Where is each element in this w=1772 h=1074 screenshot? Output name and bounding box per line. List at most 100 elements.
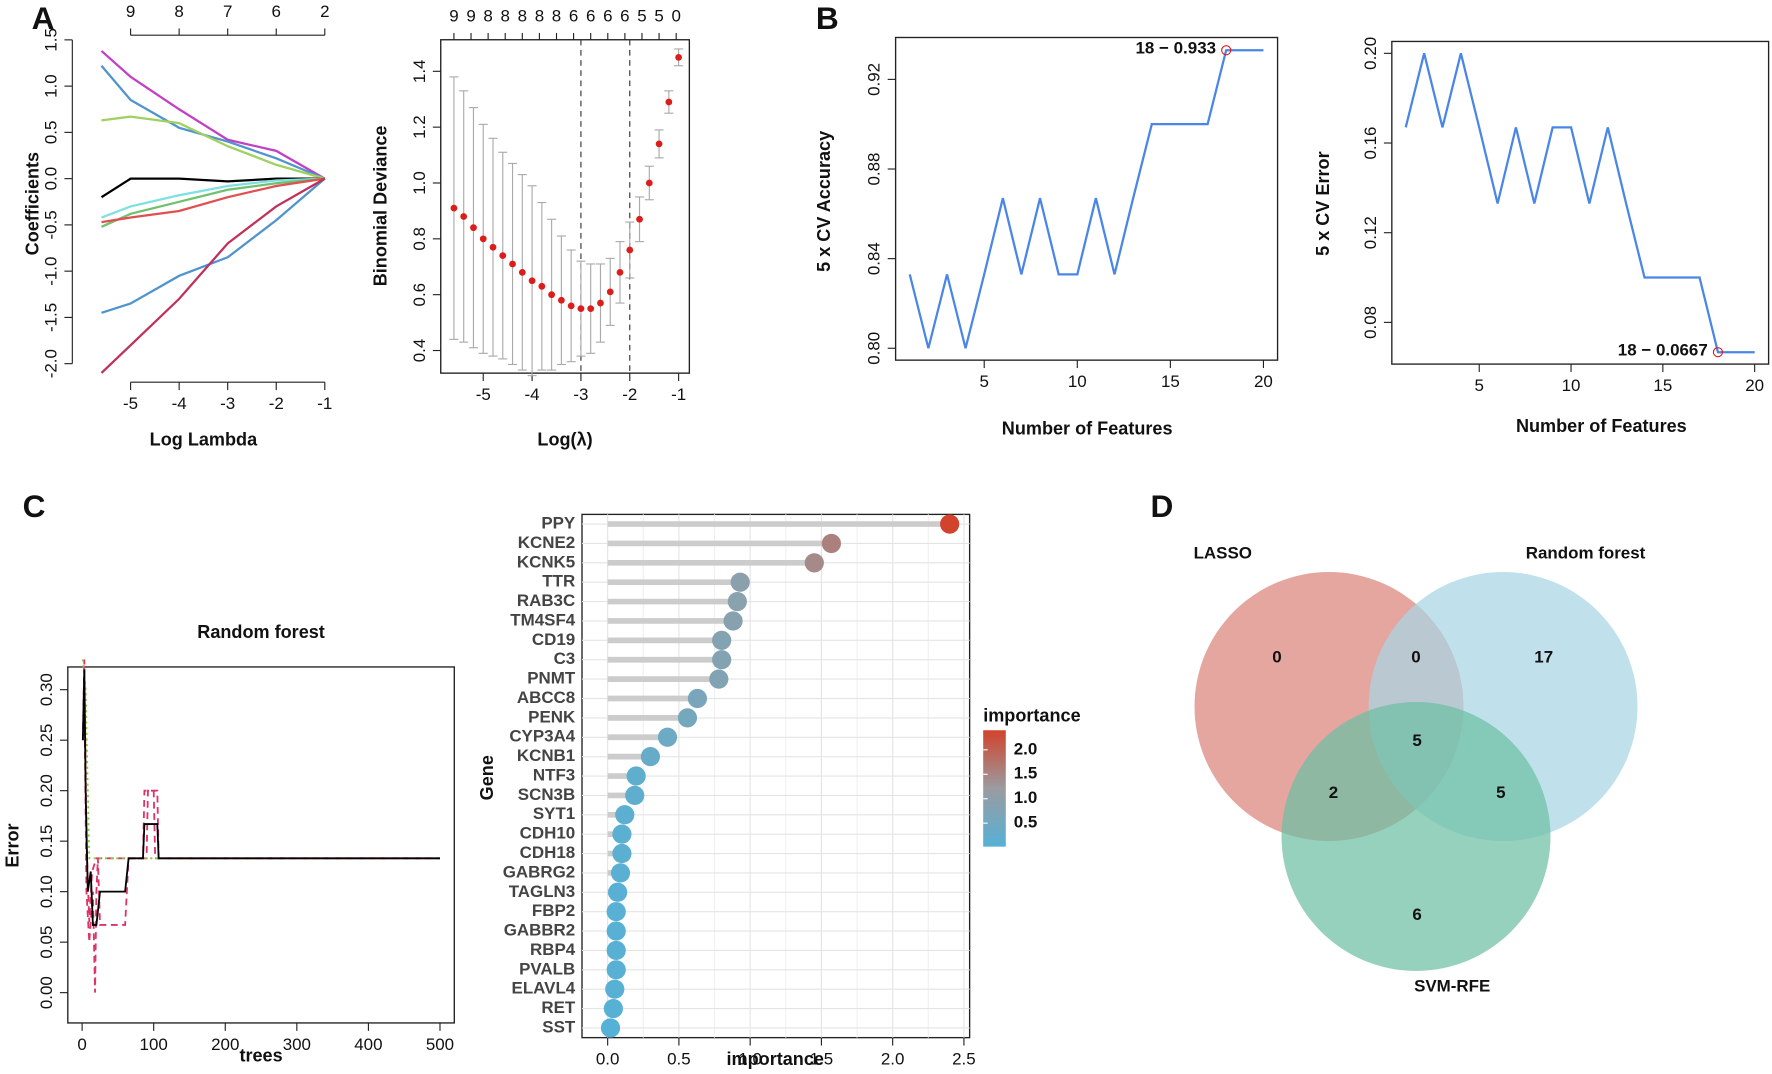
x-tick-label: 100 bbox=[140, 1035, 168, 1054]
point bbox=[557, 296, 565, 304]
x-tick-label: -5 bbox=[476, 385, 491, 404]
y-tick-label: 0.8 bbox=[410, 227, 429, 251]
x-tick-label: -3 bbox=[573, 385, 588, 404]
lollipop-head bbox=[606, 960, 626, 980]
series-line bbox=[101, 177, 325, 228]
lollipop-head bbox=[677, 708, 698, 728]
y-tick-label: 0.92 bbox=[865, 63, 884, 96]
y-tick-label: 0.88 bbox=[865, 153, 884, 186]
venn-count: 6 bbox=[1412, 905, 1421, 924]
y-tick-label: -0.5 bbox=[41, 210, 60, 239]
point bbox=[499, 252, 507, 259]
y-tick-label: 0.80 bbox=[865, 332, 884, 365]
point bbox=[606, 288, 614, 296]
y-tick-label: 0.4 bbox=[410, 339, 429, 363]
venn-set-label: LASSO bbox=[1194, 543, 1252, 562]
chart-title: Random forest bbox=[197, 622, 325, 642]
venn-set bbox=[1281, 701, 1551, 971]
y-tick-label: 0.6 bbox=[410, 283, 429, 307]
y-tick-label: -1.5 bbox=[41, 303, 60, 332]
legend-title: importance bbox=[983, 705, 1080, 725]
top-tick-label: 6 bbox=[603, 7, 612, 26]
y-tick-label: 1.0 bbox=[41, 74, 60, 98]
y-tick-label: 1.2 bbox=[410, 115, 429, 139]
y-tick-label: 0.25 bbox=[37, 724, 56, 757]
gene-label: GABRG2 bbox=[503, 862, 575, 881]
gene-label: RAB3C bbox=[517, 591, 575, 610]
lollipop-head bbox=[687, 688, 708, 709]
annotation-point bbox=[1221, 45, 1232, 56]
gene-label: CDH10 bbox=[520, 824, 576, 843]
x-tick-label: 0.5 bbox=[667, 1050, 691, 1069]
lollipop-head bbox=[606, 940, 626, 961]
gene-label: RBP4 bbox=[530, 940, 576, 959]
venn-count: 2 bbox=[1329, 783, 1338, 802]
venn-set-label: Random forest bbox=[1526, 543, 1646, 562]
panel-label: B bbox=[816, 0, 839, 36]
x-tick-label: -4 bbox=[172, 394, 187, 413]
y-tick-label: -2.0 bbox=[41, 349, 60, 378]
y-tick-label: 0.15 bbox=[37, 825, 56, 858]
point bbox=[489, 243, 497, 251]
gene-label: PPY bbox=[541, 514, 576, 533]
lollipop-head bbox=[610, 863, 631, 883]
top-tick-label: 8 bbox=[552, 7, 561, 26]
y-axis-label: 5 x CV Error bbox=[1313, 151, 1333, 255]
series-line bbox=[101, 115, 326, 180]
gene-label: CYP3A4 bbox=[509, 727, 575, 746]
point bbox=[597, 299, 604, 307]
y-tick-label: 0.30 bbox=[37, 673, 56, 706]
top-tick-label: 8 bbox=[535, 7, 544, 26]
lollipop-head bbox=[821, 533, 841, 554]
top-tick-label: 6 bbox=[586, 7, 595, 26]
x-tick-label: -2 bbox=[269, 394, 284, 413]
lollipop-head bbox=[605, 979, 625, 999]
gene-label: PVALB bbox=[519, 959, 575, 978]
point bbox=[616, 268, 624, 276]
x-tick-label: 400 bbox=[354, 1035, 382, 1054]
series-line bbox=[81, 669, 440, 926]
x-tick-label: 0 bbox=[77, 1035, 86, 1054]
x-axis-label: trees bbox=[239, 1046, 282, 1066]
y-tick-label: 0.12 bbox=[1361, 216, 1380, 249]
x-axis-label: importance bbox=[727, 1049, 824, 1069]
gene-label: FBP2 bbox=[532, 901, 575, 920]
y-tick-label: 1.5 bbox=[41, 28, 60, 52]
y-axis-label: Binomial Deviance bbox=[371, 125, 391, 286]
series-line bbox=[101, 177, 325, 224]
lollipop-head bbox=[608, 882, 628, 902]
point bbox=[548, 291, 556, 299]
lollipop-head bbox=[606, 921, 626, 941]
lollipop-head bbox=[730, 572, 750, 592]
top-tick-label: 6 bbox=[272, 2, 281, 21]
point bbox=[509, 260, 516, 268]
x-tick-label: 200 bbox=[211, 1035, 239, 1054]
y-tick-label: 0.08 bbox=[1361, 306, 1380, 339]
lollipop-head bbox=[712, 650, 732, 670]
lollipop-head bbox=[612, 824, 632, 844]
point bbox=[675, 53, 683, 61]
gene-label: PNMT bbox=[527, 669, 576, 688]
gene-label: GABBR2 bbox=[504, 921, 576, 940]
gene-label: C3 bbox=[554, 649, 576, 668]
top-tick-label: 9 bbox=[466, 7, 475, 26]
series-line bbox=[100, 50, 326, 180]
gene-label: RET bbox=[541, 998, 576, 1017]
point bbox=[460, 213, 468, 220]
x-tick-label: 0.0 bbox=[596, 1050, 620, 1069]
point bbox=[645, 179, 653, 187]
gene-label: TAGLN3 bbox=[509, 882, 576, 901]
gene-label: ELAVL4 bbox=[512, 979, 576, 998]
point bbox=[528, 277, 536, 285]
top-tick-label: 8 bbox=[483, 7, 492, 26]
gene-label: CD19 bbox=[532, 630, 575, 649]
x-axis-label: Log(λ) bbox=[537, 430, 592, 450]
x-tick-label: 2.0 bbox=[881, 1050, 905, 1069]
gene-label: PENK bbox=[528, 707, 576, 726]
x-tick-label: -2 bbox=[622, 385, 637, 404]
lollipop-head bbox=[712, 630, 732, 650]
panel-label: C bbox=[23, 488, 46, 524]
x-tick-label: 15 bbox=[1653, 376, 1672, 395]
x-tick-label: 20 bbox=[1745, 376, 1764, 395]
y-tick-label: 0.84 bbox=[865, 242, 884, 275]
